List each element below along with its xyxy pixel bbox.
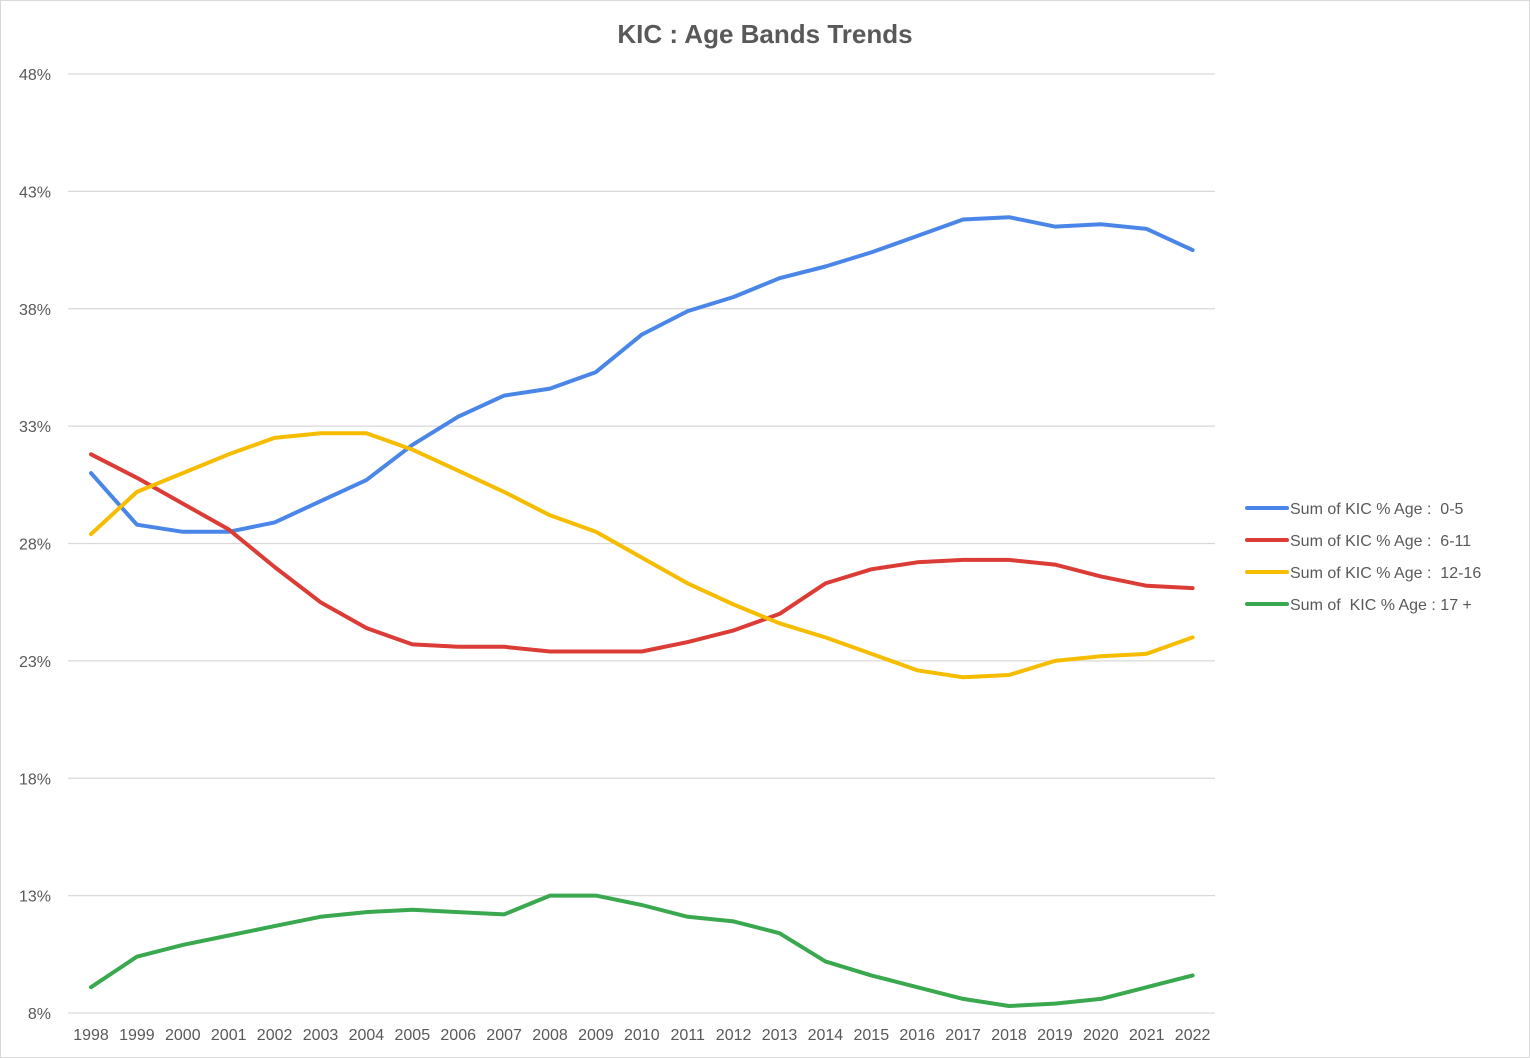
x-tick-label: 2020: [1083, 1027, 1119, 1044]
x-tick-label: 2007: [486, 1027, 522, 1044]
x-tick-label: 2015: [854, 1027, 890, 1044]
y-tick-label: 28%: [19, 537, 51, 554]
x-tick-label: 2005: [395, 1027, 431, 1044]
y-axis-tick-labels: 8% 13% 18% 23% 28% 33% 38% 43% 48%: [19, 67, 51, 1023]
x-tick-label: 2004: [349, 1027, 385, 1044]
series-line-1: [89, 452, 1195, 654]
x-axis-tick-labels: 1998 1999 2000 2001 2002 2003 2004 2005 2006 2007…: [73, 1027, 1210, 1044]
y-tick-label: 48%: [19, 67, 51, 84]
legend-label-0: Sum of KIC % Age : 0-5: [1290, 501, 1464, 518]
x-tick-label: 2000: [165, 1027, 201, 1044]
x-tick-label: 2019: [1037, 1027, 1073, 1044]
y-tick-label: 18%: [19, 771, 51, 788]
x-tick-label: 2014: [808, 1027, 844, 1044]
y-tick-label: 43%: [19, 184, 51, 201]
x-tick-label: 2022: [1175, 1027, 1211, 1044]
legend-label-3: Sum of KIC % Age : 17 +: [1290, 597, 1472, 614]
chart-title: KIC : Age Bands Trends: [617, 19, 912, 49]
x-tick-label: 2013: [762, 1027, 798, 1044]
series-lines: [89, 215, 1195, 1008]
x-tick-label: 2017: [945, 1027, 981, 1044]
x-tick-label: 2011: [670, 1027, 705, 1044]
legend: Sum of KIC % Age : 0-5 Sum of KIC % Age :…: [1245, 501, 1481, 614]
x-tick-label: 2009: [578, 1027, 614, 1044]
y-tick-label: 38%: [19, 302, 51, 319]
x-tick-label: 2010: [624, 1027, 660, 1044]
x-tick-label: 2003: [303, 1027, 339, 1044]
series-line-3: [89, 893, 1195, 1008]
x-tick-label: 2012: [716, 1027, 752, 1044]
x-tick-label: 1999: [119, 1027, 155, 1044]
y-tick-label: 33%: [19, 419, 51, 436]
x-tick-label: 2016: [899, 1027, 935, 1044]
legend-label-2: Sum of KIC % Age : 12-16: [1290, 565, 1481, 582]
y-tick-label: 13%: [19, 889, 51, 906]
series-line-0: [89, 215, 1195, 534]
x-tick-label: 2008: [532, 1027, 568, 1044]
gridlines: [68, 73, 1215, 1014]
legend-label-1: Sum of KIC % Age : 6-11: [1290, 533, 1471, 550]
x-tick-label: 2021: [1129, 1027, 1165, 1044]
x-tick-label: 2018: [991, 1027, 1027, 1044]
y-tick-label: 23%: [19, 654, 51, 671]
x-tick-label: 1998: [73, 1027, 109, 1044]
x-tick-label: 2002: [257, 1027, 293, 1044]
y-tick-label: 8%: [28, 1006, 51, 1023]
x-tick-label: 2001: [211, 1027, 247, 1044]
x-tick-label: 2006: [440, 1027, 476, 1044]
series-line-2: [89, 431, 1195, 680]
